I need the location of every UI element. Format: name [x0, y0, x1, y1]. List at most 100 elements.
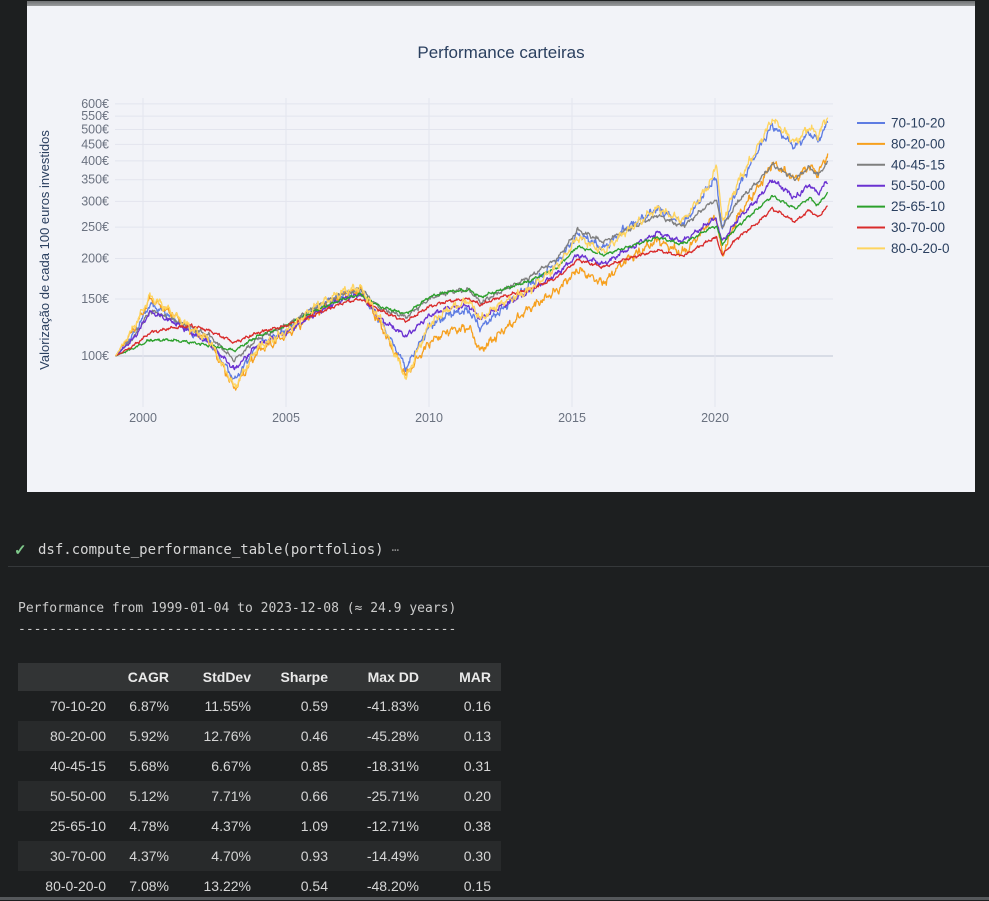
table-cell: 0.85	[300, 758, 328, 774]
table-cell: 4.37%	[211, 818, 251, 834]
table-row: 30-70-00 4.37% 4.70% 0.93 -14.49% 0.30	[18, 841, 501, 871]
table-cell: 7.08%	[129, 878, 169, 894]
legend-item-30-70-00[interactable]: 30-70-00	[857, 220, 945, 235]
legend-item-50-50-00[interactable]: 50-50-00	[857, 178, 945, 193]
performance-table: CAGR StdDev Sharpe Max DD MAR 70-10-20 6.87% 11…	[18, 663, 501, 901]
summary-divider-line: ----------------------------------------…	[18, 622, 457, 637]
column-header: StdDev	[179, 663, 261, 691]
series-line-50-50-00	[115, 179, 829, 371]
y-tick-label: 550€	[81, 109, 109, 123]
legend-label: 50-50-00	[891, 178, 945, 193]
legend-item-70-10-20[interactable]: 70-10-20	[857, 116, 945, 131]
table-row: 50-50-00 5.12% 7.71% 0.66 -25.71% 0.20	[18, 781, 501, 811]
table-cell: -14.49%	[338, 841, 429, 871]
cell-success-check-icon: ✓	[14, 542, 27, 559]
x-tick-label: 2010	[415, 411, 443, 425]
table-cell: 4.70%	[179, 841, 261, 871]
table-cell: 6.67%	[211, 758, 251, 774]
table-cell: 6.87%	[129, 698, 169, 714]
summary-header-line: Performance from 1999-01-04 to 2023-12-0…	[18, 601, 457, 616]
table-cell: -25.71%	[338, 781, 429, 811]
series-line-80-0-20-0	[115, 117, 829, 389]
table-cell: 0.20	[429, 781, 501, 811]
table-row: 80-20-00 5.92% 12.76% 0.46 -45.28% 0.13	[18, 721, 501, 751]
table-cell: -41.83%	[366, 698, 419, 714]
y-tick-label: 500€	[81, 123, 109, 137]
y-tick-label: 350€	[81, 173, 109, 187]
table-cell: -45.28%	[338, 721, 429, 751]
performance-chart-panel: Performance carteiras 100€ 150€ 200€ 250€ 300…	[27, 6, 975, 492]
y-tick-label: 600€	[81, 97, 109, 111]
column-header: Max DD	[338, 663, 429, 691]
legend-label: 25-65-10	[891, 199, 945, 214]
legend-item-80-0-20-0[interactable]: 80-0-20-0	[857, 241, 950, 256]
table-cell: 50-50-00	[18, 781, 116, 811]
performance-chart[interactable]: Performance carteiras 100€ 150€ 200€ 250€ 300…	[27, 6, 975, 492]
cell-code[interactable]: dsf.compute_performance_table(portfolios…	[38, 542, 384, 558]
y-tick-label: 300€	[81, 194, 109, 208]
y-tick-label: 200€	[81, 251, 109, 265]
series-line-40-45-15	[115, 160, 829, 363]
table-cell: 25-65-10	[49, 818, 106, 834]
legend-label: 80-0-20-0	[891, 241, 950, 256]
table-cell: 40-45-15	[49, 758, 106, 774]
column-header: MAR	[429, 663, 501, 691]
table-cell: 0.38	[463, 818, 491, 834]
table-cell: 5.92%	[116, 721, 179, 751]
table-cell: 5.68%	[129, 758, 169, 774]
notebook-code-cell[interactable]: ✓ dsf.compute_performance_table(portfoli…	[0, 536, 989, 564]
table-row: 70-10-20 6.87% 11.55% 0.59 -41.83% 0.16	[18, 691, 501, 721]
bottom-scrollbar[interactable]	[0, 897, 989, 900]
x-tick-label: 2015	[558, 411, 586, 425]
performance-summary-text: Performance from 1999-01-04 to 2023-12-0…	[18, 598, 456, 640]
legend-label: 70-10-20	[891, 116, 945, 131]
table-cell: 0.59	[300, 698, 328, 714]
table-cell: 13.22%	[203, 878, 251, 894]
y-tick-label: 150€	[81, 292, 109, 306]
series-line-25-65-10	[115, 191, 829, 357]
legend-item-25-65-10[interactable]: 25-65-10	[857, 199, 945, 214]
table-cell: 0.66	[261, 781, 338, 811]
table-row: 80-0-20-0 7.08% 13.22% 0.54 -48.20% 0.15	[18, 871, 501, 901]
table-cell: 0.93	[261, 841, 338, 871]
y-tick-label: 450€	[81, 137, 109, 151]
table-cell: 0.30	[429, 841, 501, 871]
table-cell: -48.20%	[366, 878, 419, 894]
table-cell: 70-10-20	[49, 698, 106, 714]
table-cell: 5.12%	[116, 781, 179, 811]
cell-collapsed-output-button[interactable]: ⋯	[391, 543, 399, 557]
column-header: Sharpe	[261, 663, 338, 691]
table-cell: 0.15	[463, 878, 491, 894]
table-cell: 0.31	[463, 758, 491, 774]
y-tick-label: 250€	[81, 220, 109, 234]
table-cell: 0.54	[300, 878, 328, 894]
table-cell: 0.46	[261, 721, 338, 751]
column-header: CAGR	[116, 663, 179, 691]
y-tick-label: 400€	[81, 154, 109, 168]
series-line-30-70-00	[115, 205, 828, 357]
legend-item-80-20-00[interactable]: 80-20-00	[857, 136, 945, 151]
legend-item-40-45-15[interactable]: 40-45-15	[857, 157, 945, 172]
series-line-80-20-00	[115, 153, 829, 391]
x-tick-label: 2005	[272, 411, 300, 425]
table-cell: 1.09	[300, 818, 328, 834]
y-axis-title: Valorização de cada 100 euros investidos	[37, 130, 52, 370]
table-cell: 12.76%	[179, 721, 261, 751]
table-cell: 0.13	[429, 721, 501, 751]
table-row: 40-45-15 5.68% 6.67% 0.85 -18.31% 0.31	[18, 751, 501, 781]
table-cell: -12.71%	[366, 818, 419, 834]
table-cell: 30-70-00	[18, 841, 116, 871]
table-cell: 4.78%	[129, 818, 169, 834]
table-row: 25-65-10 4.78% 4.37% 1.09 -12.71% 0.38	[18, 811, 501, 841]
table-cell: 80-0-20-0	[45, 878, 106, 894]
horizontal-scrollbar[interactable]	[27, 1, 975, 6]
legend-label: 40-45-15	[891, 157, 945, 172]
table-cell: -18.31%	[366, 758, 419, 774]
column-header	[18, 663, 116, 691]
table-cell: 7.71%	[179, 781, 261, 811]
y-tick-label: 100€	[81, 349, 109, 363]
table-cell: 0.16	[463, 698, 491, 714]
table-cell: 4.37%	[116, 841, 179, 871]
cell-divider	[8, 566, 989, 567]
table-cell: 80-20-00	[18, 721, 116, 751]
